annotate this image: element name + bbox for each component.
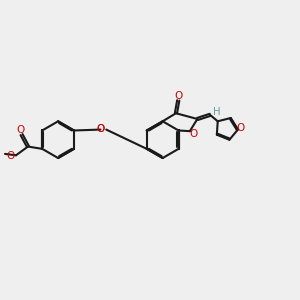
Text: O: O xyxy=(237,124,245,134)
Text: O: O xyxy=(190,129,198,140)
Text: O: O xyxy=(16,124,25,135)
Text: O: O xyxy=(97,124,105,134)
Text: O: O xyxy=(174,91,183,101)
Text: O: O xyxy=(97,124,105,134)
Text: O: O xyxy=(7,151,15,161)
Text: H: H xyxy=(213,106,220,117)
